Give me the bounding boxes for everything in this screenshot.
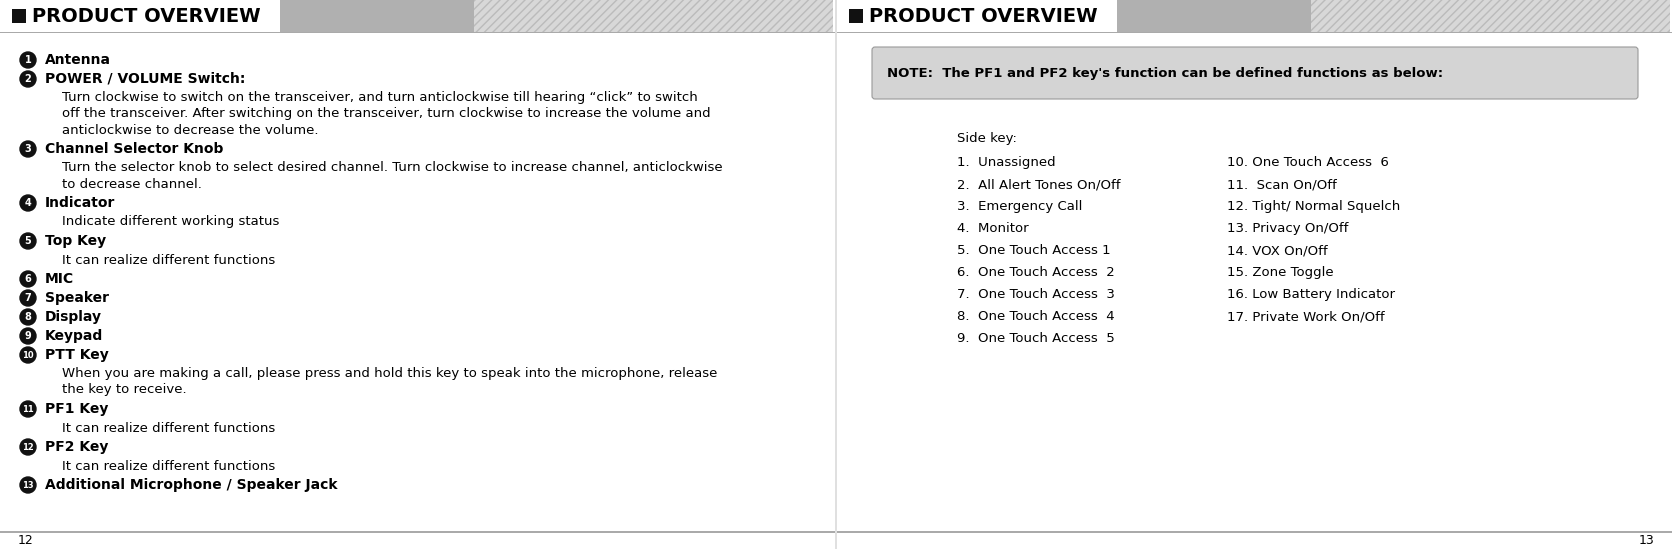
Circle shape: [20, 195, 37, 211]
Text: Turn clockwise to switch on the transceiver, and turn anticlockwise till hearing: Turn clockwise to switch on the transcei…: [62, 92, 697, 104]
Circle shape: [20, 233, 37, 249]
Text: PF2 Key: PF2 Key: [45, 440, 109, 454]
Text: 3: 3: [25, 144, 32, 154]
Bar: [0, 32, 834, 33]
Text: 5: 5: [25, 236, 32, 246]
Circle shape: [20, 290, 37, 306]
Text: Channel Selector Knob: Channel Selector Knob: [45, 142, 224, 156]
Text: 11.  Scan On/Off: 11. Scan On/Off: [1227, 178, 1336, 191]
Text: 9.  One Touch Access  5: 9. One Touch Access 5: [956, 332, 1115, 345]
Text: Antenna: Antenna: [45, 53, 110, 67]
Text: NOTE:  The PF1 and PF2 key's function can be defined functions as below:: NOTE: The PF1 and PF2 key's function can…: [888, 66, 1443, 80]
Text: 12. Tight/ Normal Squelch: 12. Tight/ Normal Squelch: [1227, 200, 1399, 213]
Bar: [838, 32, 1672, 33]
Text: It can realize different functions: It can realize different functions: [62, 254, 276, 266]
Text: anticlockwise to decrease the volume.: anticlockwise to decrease the volume.: [62, 124, 318, 137]
Text: 7: 7: [25, 293, 32, 303]
Text: Speaker: Speaker: [45, 291, 109, 305]
Circle shape: [20, 328, 37, 344]
Text: 12: 12: [18, 535, 33, 547]
Text: 6.  One Touch Access  2: 6. One Touch Access 2: [956, 266, 1115, 279]
Text: 1: 1: [25, 55, 32, 65]
Text: 10. One Touch Access  6: 10. One Touch Access 6: [1227, 156, 1389, 169]
Text: 2: 2: [25, 74, 32, 84]
Text: 1.  Unassigned: 1. Unassigned: [956, 156, 1055, 169]
Text: 7.  One Touch Access  3: 7. One Touch Access 3: [956, 288, 1115, 301]
Text: Display: Display: [45, 310, 102, 324]
Text: It can realize different functions: It can realize different functions: [62, 422, 276, 434]
Text: Indicator: Indicator: [45, 196, 115, 210]
Bar: [1311, 0, 1670, 32]
Text: PTT Key: PTT Key: [45, 348, 109, 362]
Text: 8: 8: [25, 312, 32, 322]
Text: 2.  All Alert Tones On/Off: 2. All Alert Tones On/Off: [956, 178, 1120, 191]
Text: 9: 9: [25, 331, 32, 341]
Bar: [473, 0, 833, 32]
Circle shape: [20, 347, 37, 363]
Text: It can realize different functions: It can realize different functions: [62, 460, 276, 473]
Bar: [279, 0, 473, 32]
Text: Side key:: Side key:: [956, 132, 1017, 145]
Bar: [473, 0, 833, 32]
Text: 11: 11: [22, 405, 33, 413]
Text: Keypad: Keypad: [45, 329, 104, 343]
Text: 13: 13: [1639, 535, 1654, 547]
Bar: [0, 531, 834, 533]
Text: 12: 12: [22, 442, 33, 451]
Text: 13: 13: [22, 480, 33, 490]
Text: 13. Privacy On/Off: 13. Privacy On/Off: [1227, 222, 1348, 235]
Text: Additional Microphone / Speaker Jack: Additional Microphone / Speaker Jack: [45, 478, 338, 492]
Bar: [849, 9, 863, 23]
Text: 8.  One Touch Access  4: 8. One Touch Access 4: [956, 310, 1115, 323]
Bar: [1117, 0, 1311, 32]
Text: 4.  Monitor: 4. Monitor: [956, 222, 1028, 235]
Text: 10: 10: [22, 350, 33, 360]
Bar: [834, 0, 838, 549]
Text: the key to receive.: the key to receive.: [62, 384, 187, 396]
Circle shape: [20, 141, 37, 157]
Bar: [12, 9, 27, 23]
Text: Turn the selector knob to select desired channel. Turn clockwise to increase cha: Turn the selector knob to select desired…: [62, 161, 722, 175]
Text: PRODUCT OVERVIEW: PRODUCT OVERVIEW: [32, 7, 261, 25]
FancyBboxPatch shape: [873, 47, 1639, 99]
Text: off the transceiver. After switching on the transceiver, turn clockwise to incre: off the transceiver. After switching on …: [62, 108, 711, 120]
Text: PRODUCT OVERVIEW: PRODUCT OVERVIEW: [869, 7, 1097, 25]
Text: 5.  One Touch Access 1: 5. One Touch Access 1: [956, 244, 1110, 257]
Text: 4: 4: [25, 198, 32, 208]
Text: POWER / VOLUME Switch:: POWER / VOLUME Switch:: [45, 72, 246, 86]
Text: When you are making a call, please press and hold this key to speak into the mic: When you are making a call, please press…: [62, 367, 717, 380]
Circle shape: [20, 271, 37, 287]
Circle shape: [20, 309, 37, 325]
Text: PF1 Key: PF1 Key: [45, 402, 109, 416]
Circle shape: [20, 439, 37, 455]
Bar: [1311, 0, 1670, 32]
Text: to decrease channel.: to decrease channel.: [62, 177, 202, 191]
Circle shape: [20, 71, 37, 87]
Text: Indicate different working status: Indicate different working status: [62, 216, 279, 228]
Bar: [838, 531, 1672, 533]
Circle shape: [20, 401, 37, 417]
Text: 17. Private Work On/Off: 17. Private Work On/Off: [1227, 310, 1384, 323]
Circle shape: [20, 52, 37, 68]
Text: 3.  Emergency Call: 3. Emergency Call: [956, 200, 1082, 213]
Text: 14. VOX On/Off: 14. VOX On/Off: [1227, 244, 1328, 257]
Text: 6: 6: [25, 274, 32, 284]
Text: Top Key: Top Key: [45, 234, 105, 248]
Text: 16. Low Battery Indicator: 16. Low Battery Indicator: [1227, 288, 1394, 301]
Text: 15. Zone Toggle: 15. Zone Toggle: [1227, 266, 1334, 279]
Circle shape: [20, 477, 37, 493]
Text: MIC: MIC: [45, 272, 74, 286]
